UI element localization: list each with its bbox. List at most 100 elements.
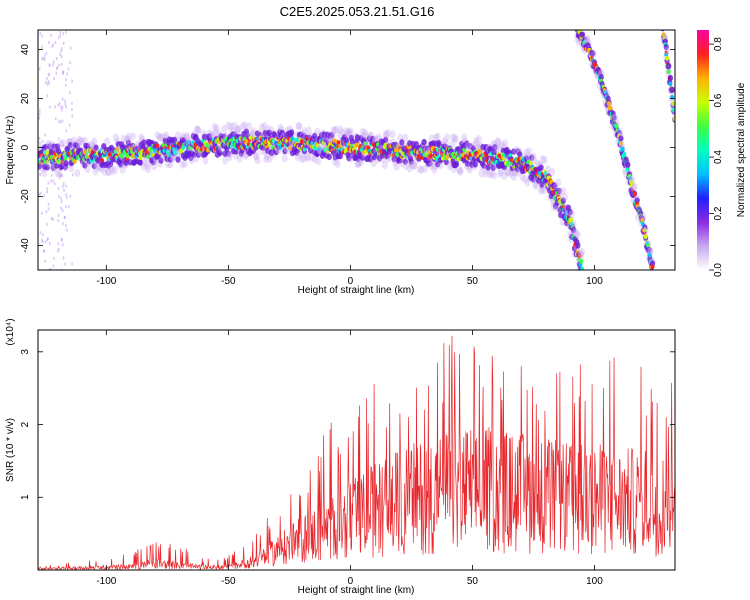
spectrogram-noise-mark bbox=[39, 173, 41, 177]
snr-series-line bbox=[38, 335, 675, 570]
spectrogram-noise-mark bbox=[71, 108, 73, 112]
spectrogram-noise-mark bbox=[40, 191, 42, 195]
spectrogram-band-main-mark bbox=[305, 126, 312, 135]
spectrogram-band-main-mark bbox=[569, 217, 574, 223]
spectrogram-band-main-mark bbox=[91, 162, 97, 170]
spectrogram-noise-mark bbox=[52, 217, 54, 221]
spectrogram-noise-mark bbox=[52, 179, 54, 183]
spectrogram-band-main-mark bbox=[562, 193, 569, 202]
spectrogram-noise-mark bbox=[49, 64, 51, 68]
spectrogram-band-main-mark bbox=[282, 147, 288, 155]
spectrogram-band-main-mark bbox=[538, 186, 545, 195]
spectrogram-band-main-mark bbox=[363, 141, 368, 146]
spectrogram-band-main-mark bbox=[382, 130, 389, 139]
spectrogram-noise-mark bbox=[52, 43, 54, 47]
spectrogram-noise-mark bbox=[62, 32, 65, 36]
spectrogram-band-main-mark bbox=[449, 140, 456, 149]
spectrogram-noise-mark bbox=[47, 202, 50, 206]
spectrogram-noise-mark bbox=[59, 173, 61, 177]
spectrogram-band-main-mark bbox=[228, 122, 235, 131]
spectrogram-band-main-mark bbox=[45, 150, 50, 156]
spectrogram-band-main-mark bbox=[261, 122, 268, 131]
spectrogram-band-main-mark bbox=[336, 131, 343, 140]
spectrogram-band-main-mark bbox=[81, 136, 88, 145]
spectrogram-band-main-mark bbox=[580, 266, 585, 270]
spectrogram-noise-mark bbox=[64, 83, 67, 87]
spectrogram-band-main-mark bbox=[433, 133, 440, 142]
spectrogram-noise-mark bbox=[45, 210, 48, 214]
x-tick-label: -50 bbox=[221, 576, 236, 587]
spectrogram-band-alias-1-mark bbox=[618, 141, 623, 146]
spectrogram-band-main-mark bbox=[556, 187, 562, 195]
spectrogram-band-main-mark bbox=[119, 165, 126, 174]
spectrogram-band-alias-2-peak-mark bbox=[664, 50, 668, 54]
spectrogram-band-main-mark bbox=[533, 181, 540, 190]
spectrogram-band-main-mark bbox=[416, 165, 423, 174]
spectrogram-band-main-mark bbox=[347, 127, 354, 136]
spectrogram-band-main-mark bbox=[495, 137, 502, 146]
spectrogram-band-main-mark bbox=[183, 131, 190, 140]
spectrogram-noise-mark bbox=[64, 102, 67, 106]
spectrogram-band-main-mark bbox=[497, 168, 504, 177]
spectrogram-band-main-mark bbox=[488, 169, 495, 178]
spectrogram-band-main-mark bbox=[389, 130, 396, 139]
snr-frame bbox=[37, 329, 676, 571]
spectrogram-band-alias-1-mark bbox=[590, 50, 597, 59]
y-tick-label: 1 bbox=[20, 494, 31, 500]
colorbar-tick-label: 0.6 bbox=[713, 93, 724, 107]
spectrogram-band-main-mark bbox=[236, 154, 243, 163]
spectrogram-band-main-mark bbox=[521, 175, 528, 184]
spectrogram-band-main-mark bbox=[222, 156, 229, 165]
spectrogram-band-main-mark bbox=[263, 152, 270, 161]
spectrogram-band-main-mark bbox=[498, 140, 505, 149]
spectrogram-band-main-mark bbox=[360, 154, 366, 161]
spectrogram-noise-mark bbox=[61, 174, 64, 178]
spectrogram-band-main-mark bbox=[315, 157, 322, 166]
spectrogram-noise-mark bbox=[68, 123, 71, 127]
spectrogram-noise-mark bbox=[41, 34, 43, 38]
spectrogram-band-main-mark bbox=[381, 161, 388, 170]
spectrogram-noise-mark bbox=[60, 55, 63, 59]
spectrogram-band-alias-2-mark bbox=[666, 69, 671, 75]
spectrogram-band-main-mark bbox=[354, 160, 361, 169]
x-tick-label: -100 bbox=[96, 576, 116, 587]
spectrogram-noise-mark bbox=[55, 117, 57, 121]
spectrogram-band-main-mark bbox=[158, 157, 164, 164]
spectrogram-band-main-mark bbox=[501, 172, 508, 181]
spectrogram-band-main-mark bbox=[445, 154, 450, 160]
spectrogram-band-main-mark bbox=[221, 125, 228, 134]
spectrogram-band-alias-1-mark bbox=[646, 243, 651, 249]
spectrogram-band-alias-2-mark bbox=[671, 107, 675, 113]
spectrogram-band-main-mark bbox=[93, 163, 100, 172]
spectrogram-noise-mark bbox=[51, 173, 53, 177]
spectrogram-band-main-mark bbox=[370, 159, 377, 168]
spectrogram-band-main-mark bbox=[472, 140, 479, 149]
spectrogram-noise-mark bbox=[58, 176, 61, 180]
spectrogram-band-main-mark bbox=[450, 133, 457, 142]
spectrogram-band-main-mark bbox=[540, 186, 547, 195]
spectrogram-band-main-mark bbox=[331, 126, 338, 135]
spectrogram-band-main-mark bbox=[167, 160, 174, 169]
spectrogram-band-main-mark bbox=[515, 168, 522, 177]
spectrogram-band-alias-1-mark bbox=[606, 101, 611, 107]
spectrogram-band-alias-2-mark bbox=[670, 95, 675, 100]
spectrogram-band-main-mark bbox=[108, 160, 114, 168]
spectrogram-noise-mark bbox=[57, 213, 60, 217]
spectrogram-band-main-mark bbox=[402, 133, 409, 142]
spectrogram-band-alias-1-mark bbox=[630, 182, 635, 188]
spectrogram-band-main-mark bbox=[370, 135, 376, 143]
spectrogram-band-main-mark bbox=[385, 129, 392, 138]
spectrogram-band-main-mark bbox=[77, 137, 84, 146]
figure-title: C2E5.2025.053.21.51.G16 bbox=[280, 4, 435, 19]
spectrogram-band-main-mark bbox=[393, 162, 400, 171]
spectrogram-noise-mark bbox=[57, 187, 60, 191]
spectrogram-noise-mark bbox=[65, 205, 67, 209]
spectrogram-band-main-mark bbox=[75, 138, 82, 147]
spectrogram-band-main-mark bbox=[330, 126, 337, 135]
spectrogram-band-alias-1-mark bbox=[611, 114, 617, 122]
spectrogram-band-main-mark bbox=[485, 164, 491, 171]
spectrogram-band-main-mark bbox=[289, 129, 295, 136]
spectrogram-band-alias-2-mark bbox=[672, 116, 675, 122]
spectrogram-noise-mark bbox=[38, 67, 41, 71]
snr-ticks: -100 -50 0 50 100 1 2 3 bbox=[20, 330, 675, 587]
